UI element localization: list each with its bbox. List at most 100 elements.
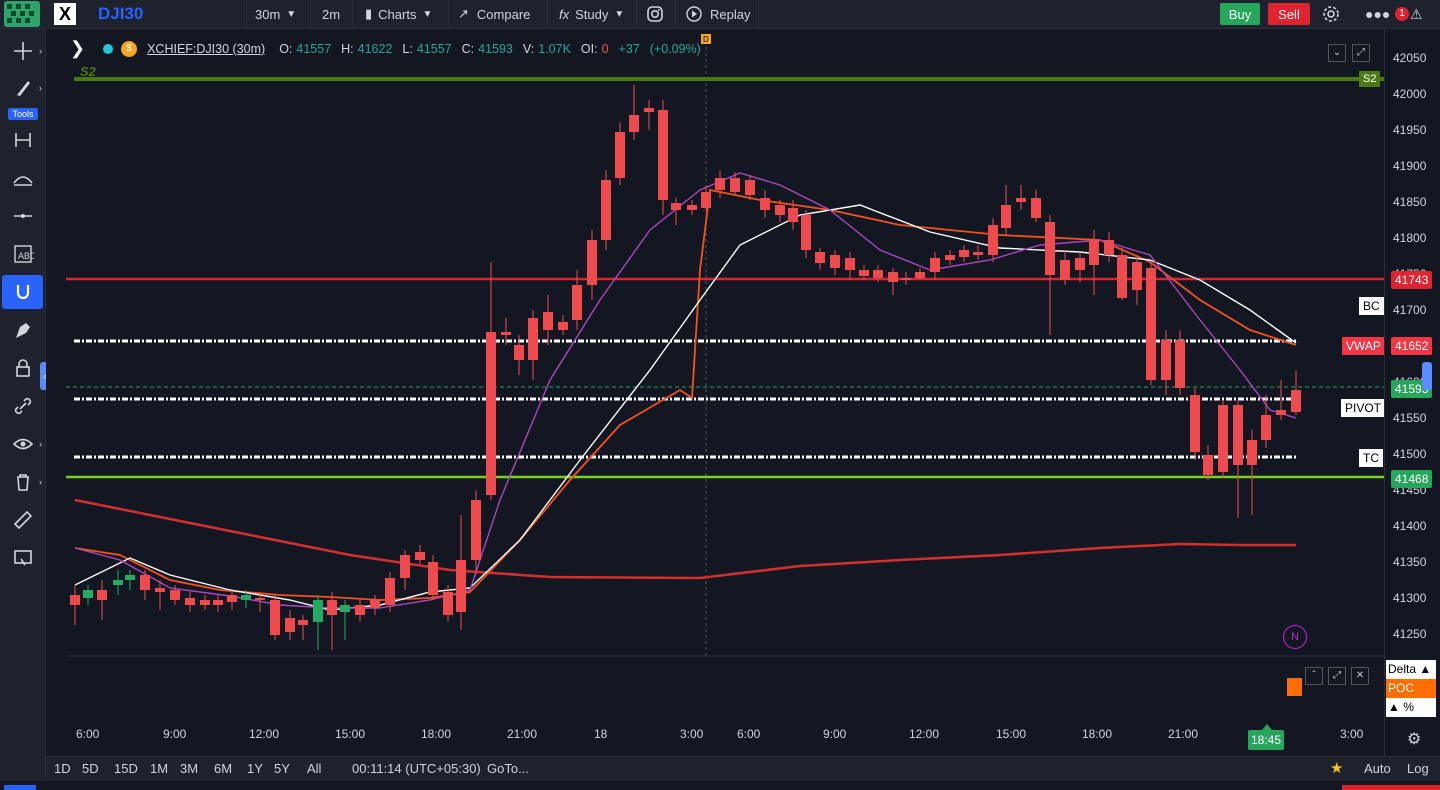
range-1d[interactable]: 1D <box>54 761 71 776</box>
candle-body <box>514 345 524 360</box>
pane-up-icon[interactable]: ˆ <box>1305 667 1323 685</box>
auto-scale-toggle[interactable]: Auto <box>1364 761 1391 776</box>
lock-tool[interactable] <box>0 351 45 385</box>
scale-handle[interactable] <box>1422 362 1432 390</box>
sell-button[interactable]: Sell <box>1268 3 1310 25</box>
goto-button[interactable]: GoTo... <box>487 761 529 776</box>
candle-body <box>730 178 740 192</box>
pencil-tool[interactable]: › <box>0 71 45 105</box>
candle-body <box>873 270 883 278</box>
chart-pane[interactable]: D <box>46 29 1384 756</box>
bottom-bar: 1D 5D 15D 1M 3M 6M 1Y 5Y All 00:11:14 (U… <box>46 756 1440 781</box>
candle-body <box>125 575 135 580</box>
ohlc-legend: ❯ $ XCHIEF:DJI30 (30m) O: 41557 H: 41622 L… <box>70 38 701 59</box>
pane-close-icon[interactable]: ✕ <box>1351 667 1369 685</box>
candle-body <box>543 312 553 330</box>
candle-body <box>945 255 955 260</box>
crosshair-tool[interactable]: › <box>0 34 45 68</box>
chevron-down-icon: ▼ <box>422 8 433 20</box>
text-tool[interactable]: ABC <box>0 237 45 271</box>
charts-dropdown[interactable]: ▮ Charts ▼ <box>365 0 432 28</box>
range-1y[interactable]: 1Y <box>247 761 263 776</box>
candle-body <box>845 258 855 270</box>
poc-label[interactable]: POC <box>1386 679 1436 698</box>
news-marker[interactable]: N <box>1283 625 1307 649</box>
collapse-toolbar-handle[interactable]: ‹ <box>40 362 50 390</box>
interval-dropdown[interactable]: 30m ▼ <box>255 0 296 28</box>
range-6m[interactable]: 6M <box>214 761 233 776</box>
price-tag-41652: 41652 <box>1391 337 1433 355</box>
replay-button[interactable]: Replay <box>686 0 750 28</box>
x-tick-label: 18 <box>594 727 608 741</box>
y-tick-label: 41400 <box>1393 519 1427 533</box>
pattern-icon <box>12 176 33 186</box>
x-brand-icon[interactable]: X <box>54 3 76 25</box>
candle-body <box>113 580 123 585</box>
y-tick-label: 41900 <box>1393 159 1427 173</box>
instagram-icon <box>647 6 663 22</box>
tc-label: TC <box>1359 449 1383 467</box>
link-tool[interactable] <box>0 389 45 423</box>
delta-label[interactable]: Delta ▲ <box>1386 660 1436 679</box>
maximize-icon[interactable]: ⤢ <box>1352 44 1370 62</box>
settings-small-icon[interactable]: ⚙ <box>1407 731 1422 748</box>
range-3m[interactable]: 3M <box>180 761 199 776</box>
range-1m[interactable]: 1M <box>150 761 169 776</box>
price-tag-41743: 41743 <box>1391 271 1433 289</box>
event-marker <box>701 34 711 44</box>
range-all[interactable]: All <box>307 761 322 776</box>
visibility-tool[interactable]: › <box>0 427 45 461</box>
horizontal-line-tool[interactable] <box>0 199 45 233</box>
x-tick-label: 6:00 <box>737 727 761 741</box>
price-chart[interactable]: D <box>46 29 1384 756</box>
study-dropdown[interactable]: fx Study ▼ <box>559 0 624 28</box>
buy-button[interactable]: Buy <box>1220 3 1260 25</box>
range-5d[interactable]: 5D <box>82 761 99 776</box>
delta-panel: Delta ▲ POC ▲ % <box>1386 660 1436 717</box>
instagram-button[interactable] <box>647 0 663 28</box>
long-ma-line <box>74 498 1296 580</box>
percent-label[interactable]: ▲ % <box>1386 698 1436 717</box>
legend-symbol[interactable]: XCHIEF:DJI30 (30m) <box>147 41 266 56</box>
magnet-tool[interactable] <box>2 275 43 309</box>
symbol-name[interactable]: DJI30 <box>98 4 144 23</box>
settings-button[interactable] <box>1322 0 1340 28</box>
pattern-tool[interactable] <box>0 161 45 195</box>
x-tick-label: 3:00 <box>680 727 704 741</box>
star-icon[interactable]: ★ <box>1330 760 1344 777</box>
y-tick-label: 42050 <box>1393 51 1427 65</box>
range-15d[interactable]: 15D <box>114 761 138 776</box>
gear-icon <box>1323 6 1339 22</box>
candle-body <box>70 595 80 605</box>
interval2-button[interactable]: 2m <box>322 6 341 22</box>
ruler-tool[interactable] <box>0 503 45 537</box>
study-label: Study <box>575 6 609 22</box>
x-tick-label: 12:00 <box>249 727 280 741</box>
log-scale-toggle[interactable]: Log <box>1407 761 1429 776</box>
screenshot-tool[interactable] <box>0 541 45 575</box>
replay-label: Replay <box>710 6 751 22</box>
candle-body <box>428 562 438 595</box>
event-marker-letter: D <box>703 35 709 44</box>
range-5y[interactable]: 5Y <box>274 761 290 776</box>
candle-body <box>888 272 898 282</box>
x-tick-label: 9:00 <box>163 727 187 741</box>
candle-body <box>775 205 785 215</box>
candle-body <box>701 192 711 208</box>
pane-maximize-icon[interactable]: ⤢ <box>1328 667 1346 685</box>
delete-tool[interactable]: › <box>0 465 45 499</box>
expand-legend-icon[interactable]: ❯ <box>70 38 86 58</box>
compare-button[interactable]: ↗ Compare <box>458 0 530 28</box>
alert-count-badge[interactable]: 1 <box>1395 7 1409 21</box>
close-label: C: <box>461 41 475 56</box>
brush-tool[interactable] <box>0 313 45 347</box>
candle-body <box>255 598 265 600</box>
collapse-icon[interactable]: ⌄ <box>1328 44 1346 62</box>
more-icon[interactable]: ●●● <box>1365 6 1391 22</box>
candle-body <box>788 208 798 222</box>
candle-body <box>760 198 770 210</box>
trendline-tool[interactable] <box>0 123 45 157</box>
app-logo[interactable] <box>4 1 40 27</box>
candle-body <box>1218 405 1228 472</box>
warning-icon[interactable]: ⚠ <box>1410 5 1423 22</box>
